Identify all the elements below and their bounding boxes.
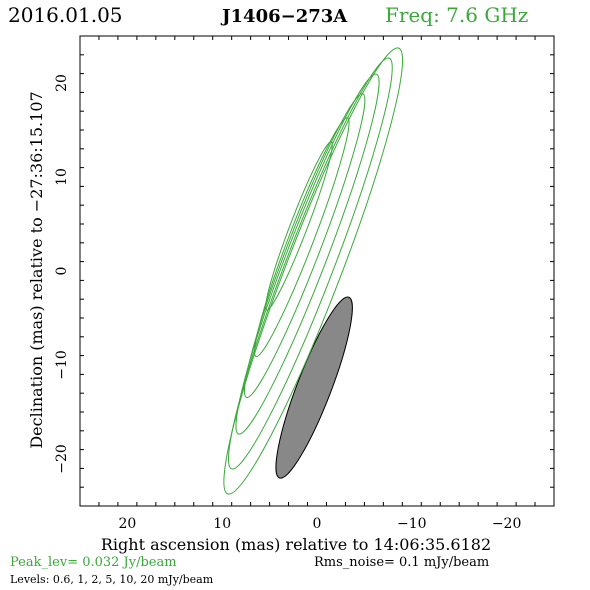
contour-level-1 bbox=[227, 57, 393, 470]
y-axis-label: Declination (mas) relative to −27:36:15.… bbox=[27, 91, 46, 448]
axis-ticks bbox=[79, 35, 555, 507]
x-tick-label: −20 bbox=[492, 516, 522, 532]
frequency-label: Freq: 7.6 GHz bbox=[385, 3, 528, 27]
x-tick-label: −10 bbox=[397, 516, 427, 532]
contour-levels: Levels: 0.6, 1, 2, 5, 10, 20 mJy/beam bbox=[10, 573, 214, 586]
tick-labels: 20 10 0 −10 −20 20 10 0 −10 −20 bbox=[54, 74, 521, 532]
x-tick-label: 20 bbox=[118, 516, 136, 532]
y-tick-label: 0 bbox=[54, 267, 70, 276]
plot-content bbox=[223, 47, 404, 495]
contour-level-0 bbox=[223, 47, 404, 495]
y-tick-label: 10 bbox=[54, 168, 70, 186]
x-axis-label: Right ascension (mas) relative to 14:06:… bbox=[101, 535, 491, 554]
y-tick-label: −20 bbox=[54, 444, 70, 474]
contour-level-3 bbox=[243, 93, 366, 399]
rms-noise: Rms_noise= 0.1 mJy/beam bbox=[314, 555, 489, 570]
y-tick-label: 20 bbox=[54, 74, 70, 92]
beam-ellipse bbox=[275, 296, 353, 479]
x-tick-label: 10 bbox=[213, 516, 231, 532]
contour-level-2 bbox=[235, 73, 380, 435]
x-tick-label: 0 bbox=[313, 516, 322, 532]
source-name: J1406−273A bbox=[220, 6, 348, 27]
y-tick-label: −10 bbox=[54, 350, 70, 380]
contour-level-5 bbox=[265, 141, 333, 311]
plot-frame bbox=[79, 35, 555, 507]
observation-date: 2016.01.05 bbox=[8, 3, 123, 27]
contour-level-4 bbox=[254, 117, 350, 358]
peak-level: Peak_lev= 0.032 Jy/beam bbox=[10, 555, 177, 570]
